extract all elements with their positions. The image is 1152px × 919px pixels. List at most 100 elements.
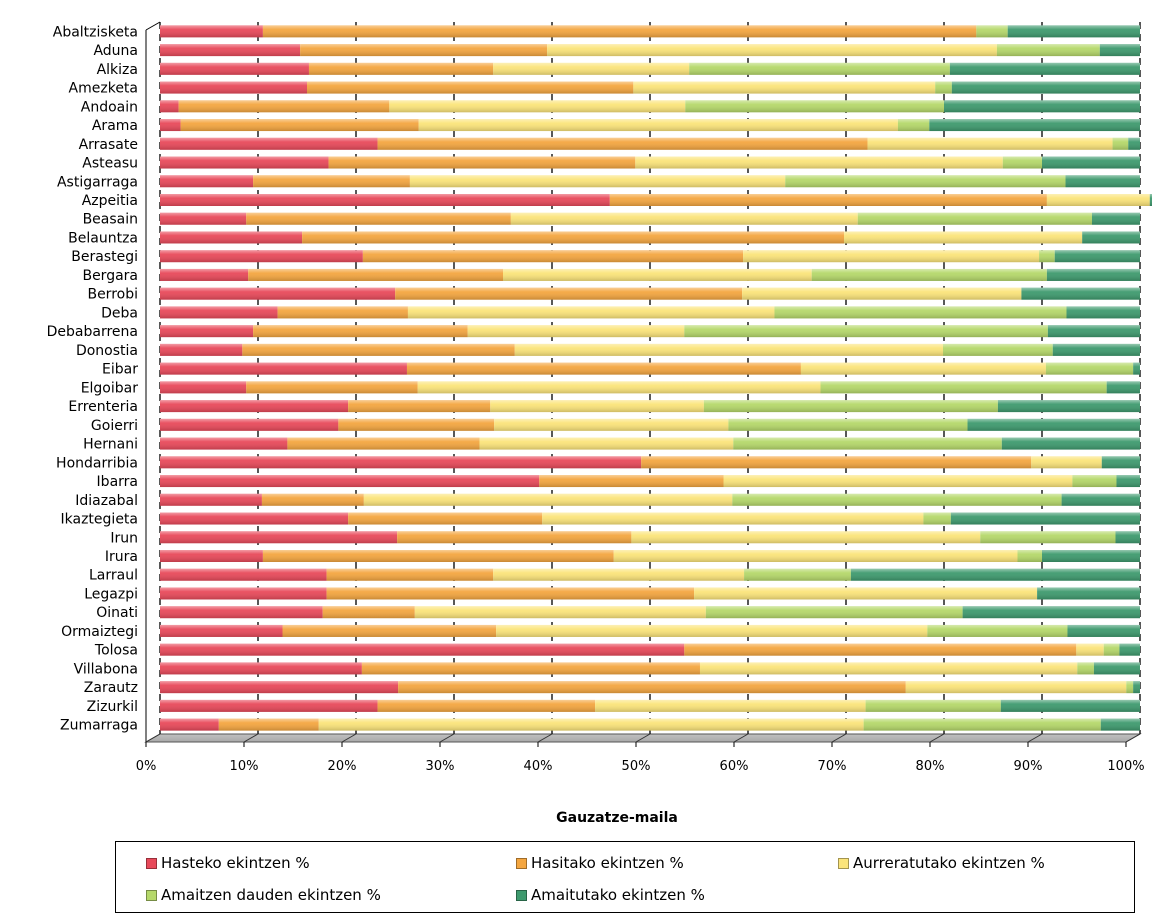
bar-highlight: [160, 531, 1140, 544]
category-label: Deba: [101, 305, 138, 321]
category-label: Irun: [110, 530, 138, 546]
legend: Hasteko ekintzen % Hasitako ekintzen % Aur…: [115, 841, 1135, 913]
category-label: Amezketa: [69, 81, 138, 97]
floor-gridline: [439, 733, 455, 743]
legend-label: Hasteko ekintzen %: [161, 854, 310, 872]
y-axis-top-edge: [145, 21, 161, 31]
bars: [160, 25, 1152, 731]
floor-gridline: [243, 733, 259, 743]
bar-highlight: [160, 493, 1140, 506]
floor-gridline: [1027, 733, 1043, 743]
category-label: Elgoibar: [81, 380, 139, 396]
bar-highlight: [160, 681, 1140, 694]
category-label: Arrasate: [79, 137, 138, 153]
category-label: Donostia: [76, 343, 138, 359]
category-label: Idiazabal: [75, 493, 138, 509]
bar-highlight: [160, 306, 1140, 319]
category-label: Larraul: [89, 568, 138, 584]
category-label: Andoain: [81, 99, 138, 115]
bar-highlight: [160, 81, 1140, 94]
floor-gridline: [537, 733, 553, 743]
category-label: Ikaztegieta: [61, 512, 138, 528]
legend-swatch: [516, 889, 527, 901]
legend-label: Amaitutako ekintzen %: [531, 886, 705, 904]
category-label: Ormaiztegi: [61, 624, 138, 640]
category-label: Azpeitia: [82, 193, 138, 209]
bar-highlight: [160, 119, 1140, 132]
x-tick-label: 0%: [136, 759, 157, 774]
floor-gridline: [733, 733, 749, 743]
category-label: Hondarribia: [56, 455, 138, 471]
bar-highlight: [160, 512, 1140, 525]
legend-label: Hasitako ekintzen %: [531, 854, 684, 872]
legend-item: Amaitzen dauden ekintzen %: [146, 886, 381, 904]
category-label: Astigarraga: [57, 174, 138, 190]
floor-gridline: [145, 733, 161, 743]
floor-gridline: [1125, 733, 1141, 743]
category-label: Beasain: [83, 212, 138, 228]
bar-highlight: [160, 137, 1140, 150]
x-tick-label: 40%: [524, 759, 553, 774]
category-label: Tolosa: [94, 643, 138, 659]
legend-label: Amaitzen dauden ekintzen %: [161, 886, 381, 904]
bar-highlight: [160, 568, 1140, 581]
legend-swatch: [516, 857, 527, 869]
category-label: Ibarra: [97, 474, 138, 490]
bar-highlight: [160, 231, 1140, 244]
x-tick-label: 10%: [230, 759, 259, 774]
bar-highlight: [160, 550, 1140, 562]
category-label: Villabona: [74, 661, 138, 677]
legend-item: Amaitutako ekintzen %: [516, 886, 705, 904]
bar-highlight: [160, 699, 1140, 712]
bar-highlight: [160, 456, 1140, 469]
bar-highlight: [160, 587, 1140, 600]
bar-highlight: [160, 400, 1140, 413]
legend-swatch: [146, 889, 157, 901]
floor-gridline: [831, 733, 847, 743]
bar-highlight: [160, 437, 1140, 450]
bar-highlight: [160, 718, 1140, 731]
bar-highlight: [160, 624, 1140, 637]
legend-swatch: [838, 857, 849, 869]
bar-highlight: [160, 44, 1140, 57]
category-label: Bergara: [82, 268, 138, 284]
bar-highlight: [160, 25, 1140, 38]
legend-item: Aurreratutako ekintzen %: [838, 854, 1045, 872]
x-tick-label: 70%: [818, 759, 847, 774]
legend-item: Hasteko ekintzen %: [146, 854, 310, 872]
legend-label: Aurreratutako ekintzen %: [853, 854, 1045, 872]
legend-item: Hasitako ekintzen %: [516, 854, 684, 872]
legend-swatch: [146, 857, 157, 869]
x-tick-label: 20%: [328, 759, 357, 774]
bar-highlight: [160, 606, 1140, 619]
bar-highlight: [160, 662, 1140, 675]
category-label: Belauntza: [68, 230, 138, 246]
category-label: Zarautz: [84, 680, 138, 696]
category-label: Irura: [105, 549, 138, 565]
floor-gridline: [635, 733, 651, 743]
bar-highlight: [160, 418, 1140, 431]
category-label: Errenteria: [68, 399, 138, 415]
category-label: Arama: [92, 118, 138, 134]
bar-highlight: [160, 362, 1140, 375]
x-axis-title: Gauzatze-maila: [556, 810, 678, 826]
category-label: Oinati: [96, 605, 138, 621]
category-label: Berrobi: [87, 287, 138, 303]
x-tick-labels: 0% 10% 20% 30% 40% 50% 60% 70% 80% 90% 100%: [136, 759, 1145, 774]
stacked-bar-chart: Abaltzisketa Aduna Alkiza Amezketa Andoain Ar…: [47, 21, 1152, 826]
bar-highlight: [160, 381, 1140, 394]
bar-highlight: [160, 268, 1140, 281]
bar-highlight: [160, 212, 1140, 225]
category-label: Hernani: [83, 437, 138, 453]
category-label: Eibar: [102, 362, 138, 378]
x-tick-label: 60%: [720, 759, 749, 774]
floor-gridline: [929, 733, 945, 743]
bar-highlight: [160, 287, 1140, 300]
x-tick-label: 30%: [426, 759, 455, 774]
x-tick-label: 50%: [622, 759, 651, 774]
bar-highlight: [160, 643, 1140, 656]
bar-highlight: [160, 156, 1140, 169]
category-label: Aduna: [93, 43, 138, 59]
bar-highlight: [160, 250, 1140, 263]
bar-highlight: [160, 475, 1140, 488]
